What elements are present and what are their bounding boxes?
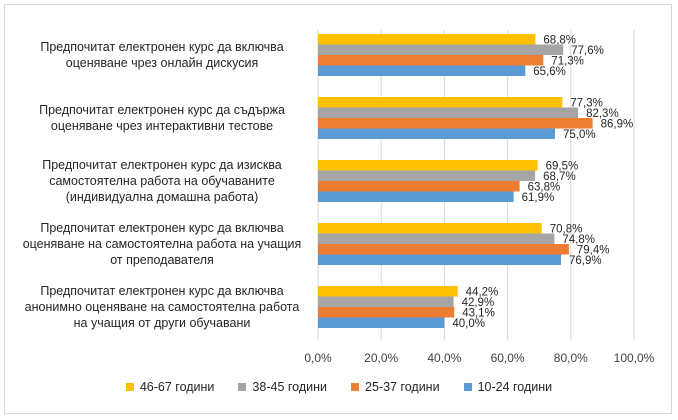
legend-swatch [238,383,247,391]
data-label: 82,3% [586,108,619,120]
bar [318,65,526,76]
x-tick-label: 100,0% [614,351,655,365]
category-label: Предпочитат електронен курс да включва оц… [40,40,283,70]
chart-legend: 46-67 години 38-45 години 25-37 години 10-2… [0,380,678,394]
data-label: 76,9% [569,255,602,267]
bar [318,286,458,297]
data-label: 68,7% [543,171,576,183]
data-label: 74,8% [562,234,595,246]
category-label: Предпочитат електронен курс да изисква са… [42,158,282,204]
x-tick-label: 20,0% [364,351,398,365]
data-label: 70,8% [550,224,583,236]
data-label: 40,0% [452,318,485,330]
bar [318,55,544,66]
x-tick-label: 60,0% [491,351,525,365]
data-label: 63,8% [528,182,561,194]
x-tick-label: 80,0% [554,351,588,365]
legend-item: 10-24 години [463,380,553,394]
bar [318,170,536,181]
data-label: 77,6% [571,45,604,57]
bar [318,181,520,192]
category-label: Предпочитат електронен курс да съдържа оц… [39,103,285,133]
bar [318,244,569,255]
data-label: 79,4% [577,245,610,257]
legend-item: 38-45 години [238,380,327,394]
data-label: 44,2% [466,287,499,299]
bar [318,34,536,45]
category-label: Предпочитат електронен курс да включва ан… [25,284,300,330]
legend-label: 38-45 години [252,380,327,394]
data-label: 61,9% [522,192,555,204]
bar [318,233,555,244]
data-label: 69,5% [546,161,579,173]
bar [318,97,563,108]
legend-swatch [463,383,472,391]
data-label: 43,1% [462,308,495,320]
bar [318,317,445,328]
bar [318,223,542,234]
bar [318,191,514,202]
data-label: 75,0% [563,129,596,141]
legend-label: 10-24 години [477,380,553,394]
bar [318,254,562,265]
data-label: 42,9% [462,297,495,309]
bar [318,296,454,307]
legend-swatch [125,383,134,391]
legend-label: 46-67 години [139,380,215,394]
data-label: 68,8% [543,35,576,47]
bar [318,107,579,118]
bar [318,307,455,318]
data-label: 65,6% [533,66,566,78]
data-label: 77,3% [570,98,603,110]
bar [318,128,555,139]
data-label: 86,9% [601,119,634,131]
x-tick-label: 40,0% [427,351,461,365]
bar [318,118,593,129]
category-label: Предпочитат електронен курс да включва оц… [23,221,302,267]
legend-item: 25-37 години [351,380,440,394]
data-label: 71,3% [551,56,584,68]
bar [318,160,538,171]
bar [318,44,564,55]
x-tick-label: 0,0% [304,351,332,365]
legend-label: 25-37 години [365,380,440,394]
legend-item: 46-67 години [125,380,215,394]
legend-swatch [351,383,359,391]
